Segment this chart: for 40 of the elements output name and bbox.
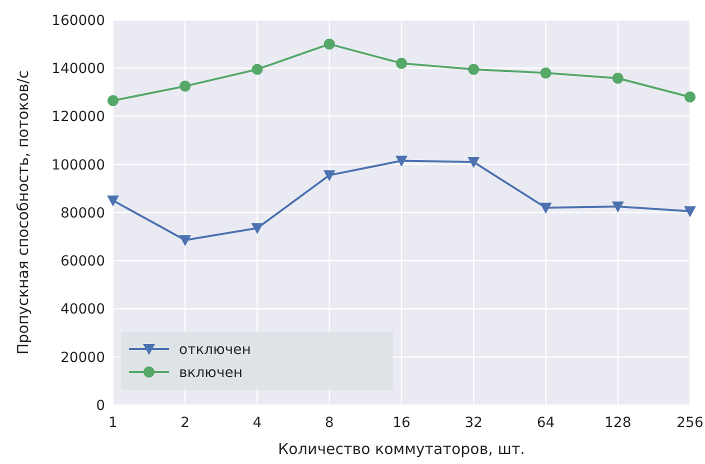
point (180, 80, 191, 92)
point (324, 38, 335, 50)
x-tick-label: 32 (464, 415, 483, 431)
point (540, 67, 552, 78)
y-tick-label: 140000 (52, 61, 105, 78)
y-tick-label: 80000 (60, 205, 105, 222)
point (396, 58, 407, 69)
point (468, 156, 480, 168)
x-axis-title: Количество коммутаторов, шт. (278, 440, 525, 458)
x-tick-label: 8 (324, 415, 334, 431)
x-tick-label: 256 (676, 415, 704, 431)
point (540, 202, 552, 214)
point (468, 64, 480, 75)
legend-label: отключен (179, 342, 251, 358)
point (179, 235, 192, 246)
y-tick-label: 120000 (52, 109, 105, 126)
y-axis-title: Пропускная способность, потоков/с (14, 70, 32, 355)
y-tick-label: 160000 (52, 12, 105, 29)
x-tick-label: 64 (536, 415, 555, 431)
y-tick-label: 60000 (60, 254, 105, 270)
x-tick-label: 1 (108, 415, 118, 431)
x-tick-label: 128 (604, 415, 632, 431)
point (107, 195, 119, 206)
x-tick-label: 2 (180, 415, 190, 431)
point (612, 201, 624, 212)
x-tick-label: 16 (392, 415, 410, 431)
y-tick-label: 40000 (60, 302, 105, 318)
point (108, 95, 118, 106)
point (684, 92, 696, 102)
point (612, 72, 624, 84)
point (684, 206, 696, 218)
y-tick-label: 20000 (60, 350, 105, 366)
y-tick-label: 100000 (52, 157, 105, 174)
legend-label: включен (179, 364, 242, 381)
point (396, 156, 408, 167)
point (251, 223, 264, 234)
x-tick-label: 4 (252, 415, 262, 431)
y-tick-label: 0 (96, 398, 105, 414)
point (252, 64, 263, 75)
point (323, 170, 336, 182)
